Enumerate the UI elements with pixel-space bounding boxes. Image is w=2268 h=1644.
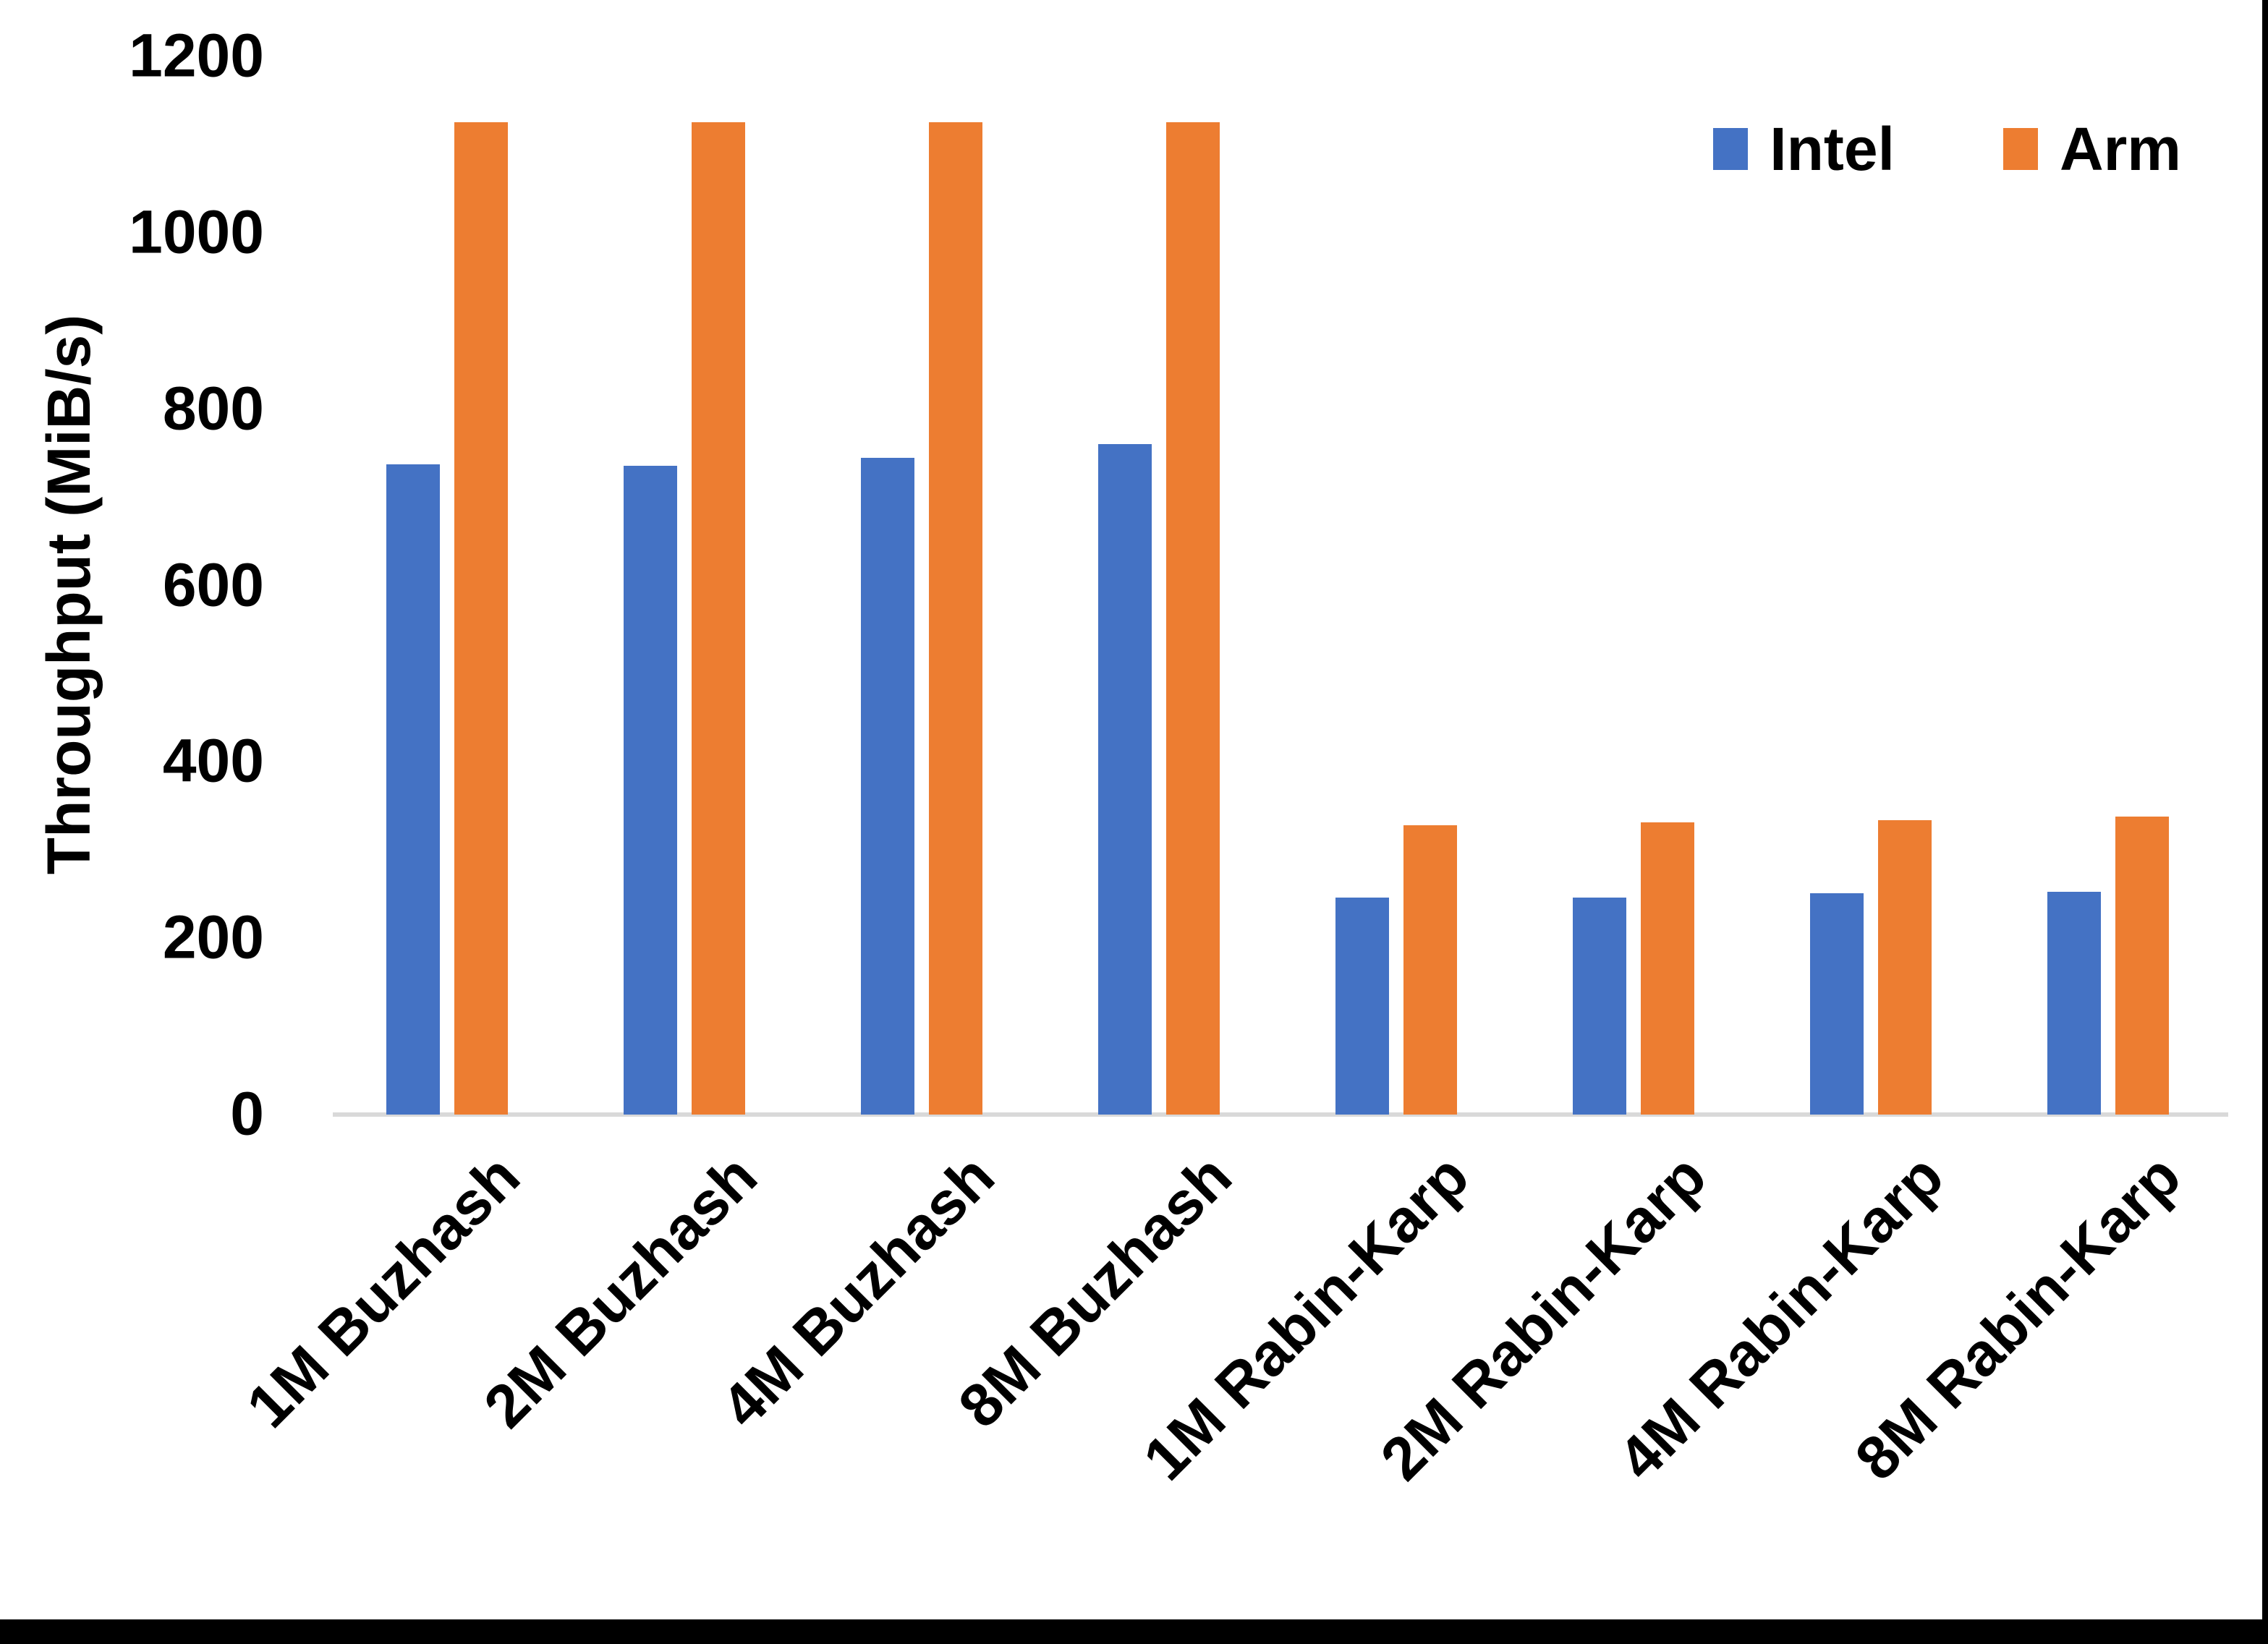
y-tick-label-800: 800 <box>162 373 264 442</box>
bar-intel-8m-rabin-karp <box>2047 892 2101 1115</box>
legend-label-arm: Arm <box>2059 115 2181 183</box>
bar-arm-2m-buzhash <box>692 122 745 1115</box>
y-tick-label-200: 200 <box>162 903 264 971</box>
y-tick-label-0: 0 <box>230 1079 264 1148</box>
bar-arm-8m-buzhash <box>1166 122 1220 1115</box>
y-tick-label-1000: 1000 <box>129 197 264 266</box>
bar-arm-4m-rabin-karp <box>1878 820 1932 1115</box>
x-category-label-1m-buzhash: 1M Buzhash <box>233 1141 532 1441</box>
screen-edge-bottom <box>0 1619 2268 1644</box>
arm-series-swatch-icon <box>2002 128 2038 170</box>
bar-intel-4m-rabin-karp <box>1810 893 1864 1115</box>
legend: Intel Arm <box>1713 117 2181 181</box>
legend-item-arm: Arm <box>2002 115 2181 183</box>
y-tick-label-400: 400 <box>162 726 264 795</box>
bar-intel-2m-rabin-karp <box>1573 898 1626 1115</box>
bar-intel-1m-rabin-karp <box>1335 898 1389 1115</box>
legend-label-intel: Intel <box>1770 115 1895 183</box>
bar-arm-1m-buzhash <box>454 122 508 1115</box>
bar-intel-1m-buzhash <box>386 464 440 1115</box>
y-tick-label-600: 600 <box>162 550 264 618</box>
bar-arm-4m-buzhash <box>929 122 982 1115</box>
screen-edge-right <box>2262 0 2268 1644</box>
bar-intel-8m-buzhash <box>1098 444 1152 1115</box>
intel-series-swatch-icon <box>1713 128 1749 170</box>
x-axis-line <box>333 1112 2228 1117</box>
bar-intel-2m-buzhash <box>624 466 677 1115</box>
bar-arm-8m-rabin-karp <box>2115 817 2169 1115</box>
y-tick-label-1200: 1200 <box>129 21 264 90</box>
bar-arm-2m-rabin-karp <box>1641 822 1694 1115</box>
legend-item-intel: Intel <box>1713 119 1895 179</box>
bar-intel-4m-buzhash <box>861 458 914 1115</box>
y-axis-title: Throughput (MiB/s) <box>35 314 103 875</box>
bar-arm-1m-rabin-karp <box>1403 825 1457 1115</box>
